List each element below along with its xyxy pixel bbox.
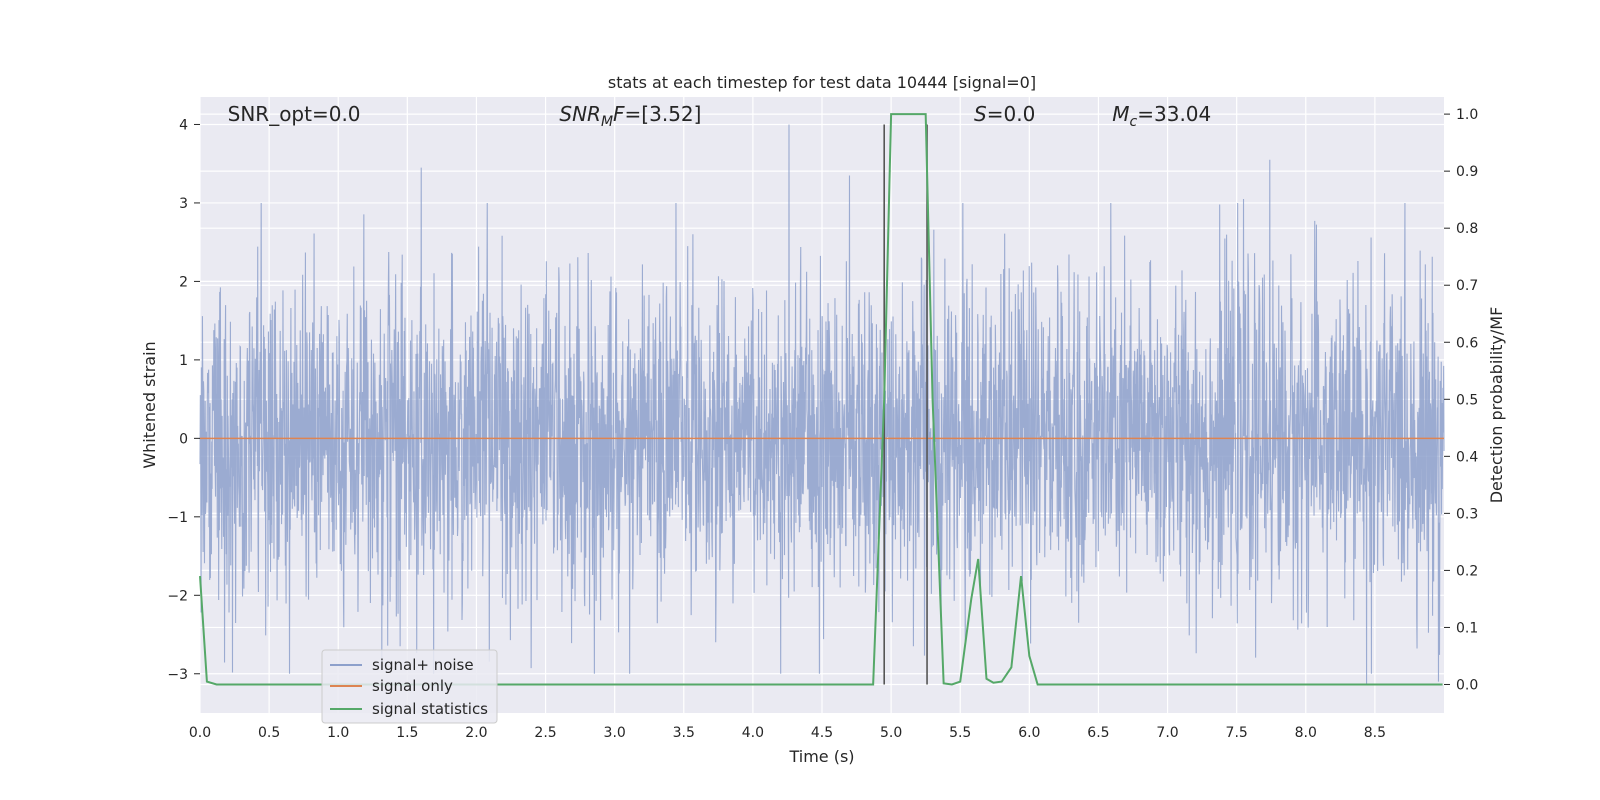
- legend-label-noise: signal+ noise: [372, 656, 474, 674]
- chart-annotation: SNRMF=[3.52]: [559, 102, 701, 130]
- y-right-tick-label: 0.0: [1456, 677, 1478, 693]
- y-left-tick-label: 0: [179, 431, 188, 447]
- y-right-tick-label: 0.1: [1456, 620, 1478, 636]
- x-tick-label: 4.5: [811, 725, 833, 741]
- legend-label-signal: signal only: [372, 677, 453, 695]
- y-left-tick-label: −1: [167, 510, 188, 526]
- y-left-tick-label: 1: [179, 353, 188, 369]
- x-tick-label: 6.0: [1018, 725, 1040, 741]
- x-axis-label: Time (s): [788, 747, 854, 766]
- y-left-tick-label: 2: [179, 274, 188, 290]
- y-left-tick-label: 3: [179, 196, 188, 212]
- x-tick-label: 5.5: [949, 725, 971, 741]
- x-tick-label: 3.0: [604, 725, 626, 741]
- y-right-tick-label: 0.9: [1456, 164, 1478, 180]
- y-right-tick-label: 0.3: [1456, 506, 1478, 522]
- y-left-tick-label: −3: [167, 667, 188, 683]
- chart-annotation: Mc=33.04: [1112, 102, 1211, 130]
- y-right-tick-label: 0.5: [1456, 392, 1478, 408]
- y-right-tick-label: 1.0: [1456, 107, 1478, 123]
- y-right-tick-label: 0.4: [1456, 449, 1478, 465]
- y-right-tick-label: 0.7: [1456, 278, 1478, 294]
- y-axis-label-right: Detection probability/MF: [1487, 307, 1506, 504]
- chart-title: stats at each timestep for test data 104…: [608, 73, 1036, 92]
- y-right-tick-label: 0.2: [1456, 563, 1478, 579]
- y-right-tick-label: 0.8: [1456, 221, 1478, 237]
- legend-label-stats: signal statistics: [372, 700, 488, 718]
- x-tick-label: 8.5: [1364, 725, 1386, 741]
- x-tick-label: 1.5: [396, 725, 418, 741]
- x-tick-label: 1.0: [327, 725, 349, 741]
- noise-line: [199, 124, 1445, 686]
- x-tick-label: 0.5: [258, 725, 280, 741]
- x-tick-label: 2.0: [465, 725, 487, 741]
- signal-statistics-line: [199, 113, 1443, 686]
- noise-series: [199, 124, 1445, 686]
- x-tick-label: 3.5: [673, 725, 695, 741]
- x-tick-label: 7.5: [1226, 725, 1248, 741]
- x-tick-label: 7.0: [1156, 725, 1178, 741]
- y-axis-label-left: Whitened strain: [140, 341, 159, 468]
- chart-annotation: S=0.0: [974, 102, 1035, 126]
- x-tick-label: 6.5: [1087, 725, 1109, 741]
- y-left-tick-label: −2: [167, 588, 188, 604]
- annotations: SNR_opt=0.0 SNRMF=[3.52] S=0.0 Mc=33.04: [228, 102, 1212, 130]
- chart-annotation: SNR_opt=0.0: [228, 102, 361, 126]
- legend: signal+ noise signal only signal statist…: [321, 649, 498, 724]
- legend-box: [321, 649, 498, 724]
- x-tick-label: 4.0: [742, 725, 764, 741]
- x-tick-label: 8.0: [1295, 725, 1317, 741]
- x-tick-label: 5.0: [880, 725, 902, 741]
- y-left-tick-label: 4: [179, 117, 188, 133]
- x-tick-label: 0.0: [189, 725, 211, 741]
- x-tick-label: 2.5: [534, 725, 556, 741]
- line-series: [199, 113, 1444, 686]
- ticks: 0.0 0.5 1.0 1.5 2.0 2.5 3.0 3.5 4.0 4.5 5.0 5.5 6.0 6…: [167, 107, 1478, 741]
- y-right-tick-label: 0.6: [1456, 335, 1478, 351]
